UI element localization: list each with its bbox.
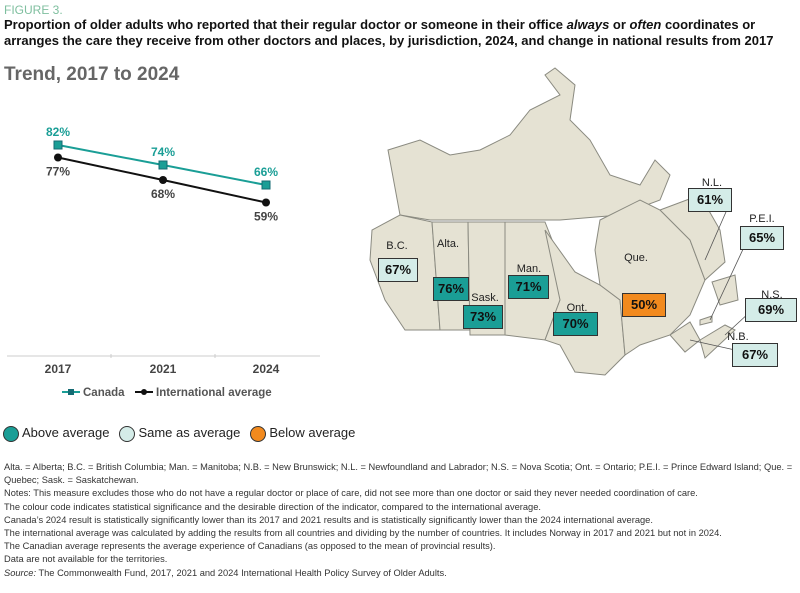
province-label: N.B. <box>727 331 749 343</box>
province-value: 71% <box>508 275 549 299</box>
legend-below: Below average <box>250 425 355 442</box>
legend-above: Above average <box>3 425 109 442</box>
title-em: often <box>629 17 662 32</box>
data-label: 77% <box>46 165 70 179</box>
province-label: Ont. <box>566 302 588 314</box>
map-territories <box>387 67 671 221</box>
data-label: 68% <box>151 187 175 201</box>
legend-canada-label: Canada <box>83 387 125 399</box>
province-label: Alta. <box>436 238 460 250</box>
below-swatch-icon <box>250 425 267 442</box>
legend-intl-label: International average <box>156 387 272 399</box>
note-abbrev: Alta. = Alberta; B.C. = British Columbia… <box>4 462 793 486</box>
source-text: The Commonwealth Fund, 2017, 2021 and 20… <box>36 567 447 578</box>
title-text: Proportion of older adults who reported … <box>4 17 567 32</box>
x-tick-label: 2017 <box>45 362 72 376</box>
province-label: Sask. <box>471 292 499 304</box>
intl-point <box>262 198 270 207</box>
note: Data are not available for the territori… <box>4 554 168 565</box>
x-tick-label: 2021 <box>150 362 177 376</box>
trend-chart: 2017 2021 2024 82% 74% 66% 77% 68% 59% Canada Inte… <box>7 125 320 399</box>
province-value: 73% <box>463 305 503 329</box>
canada-point <box>53 140 63 150</box>
intl-point <box>159 176 167 184</box>
province-label: Man. <box>516 263 542 275</box>
notes: Alta. = Alberta; B.C. = British Columbia… <box>4 461 799 580</box>
intl-point <box>54 153 62 162</box>
province-label: N.L. <box>701 177 723 189</box>
title-text: or <box>609 17 630 32</box>
map-nova-scotia <box>699 324 736 359</box>
legend-label: Below average <box>269 425 356 440</box>
title-text: coordinates or arranges the care they re… <box>4 17 774 48</box>
province-value: 67% <box>732 343 778 367</box>
data-label: 82% <box>46 125 70 139</box>
status-legend: Above average Same as average Below aver… <box>3 425 355 442</box>
province-value: 76% <box>433 277 469 301</box>
legend-label: Above average <box>22 425 110 440</box>
figure-label: FIGURE 3. <box>4 3 63 17</box>
province-value: 69% <box>745 298 797 322</box>
note: The Canadian average represents the aver… <box>4 541 496 552</box>
province-value: 61% <box>688 188 732 212</box>
province-value: 50% <box>622 293 666 317</box>
canada-point <box>261 180 271 190</box>
source-label: Source: <box>4 567 37 578</box>
note: The colour code indicates statistical si… <box>4 501 541 512</box>
note: The international average was calculated… <box>4 528 722 539</box>
legend-intl-marker-icon <box>141 389 147 395</box>
data-label: 74% <box>151 145 175 159</box>
x-tick-label: 2024 <box>253 362 280 376</box>
province-value: 67% <box>378 258 418 282</box>
figure-title: Proportion of older adults who reported … <box>4 17 799 49</box>
legend-same: Same as average <box>119 425 240 442</box>
title-em: always <box>566 17 610 32</box>
province-label: P.E.I. <box>749 213 775 225</box>
source: Source: The Commonwealth Fund, 2017, 202… <box>4 567 799 580</box>
province-value: 70% <box>553 312 598 336</box>
province-value: 65% <box>740 226 784 250</box>
legend-label: Same as average <box>138 425 241 440</box>
province-label: Que. <box>624 252 648 264</box>
legend-canada-marker-icon <box>68 389 74 395</box>
data-label: 66% <box>254 165 278 179</box>
canada-map <box>369 67 751 376</box>
data-label: 59% <box>254 210 278 224</box>
same-swatch-icon <box>119 425 136 442</box>
note: Canada’s 2024 result is statistically si… <box>4 514 653 525</box>
map-pei <box>699 315 713 326</box>
above-swatch-icon <box>3 425 19 442</box>
note: Notes: This measure excludes those who d… <box>4 488 698 499</box>
trend-subtitle: Trend, 2017 to 2024 <box>4 64 180 85</box>
province-label: B.C. <box>386 240 408 252</box>
canada-point <box>158 160 168 170</box>
map-ontario <box>544 229 626 376</box>
